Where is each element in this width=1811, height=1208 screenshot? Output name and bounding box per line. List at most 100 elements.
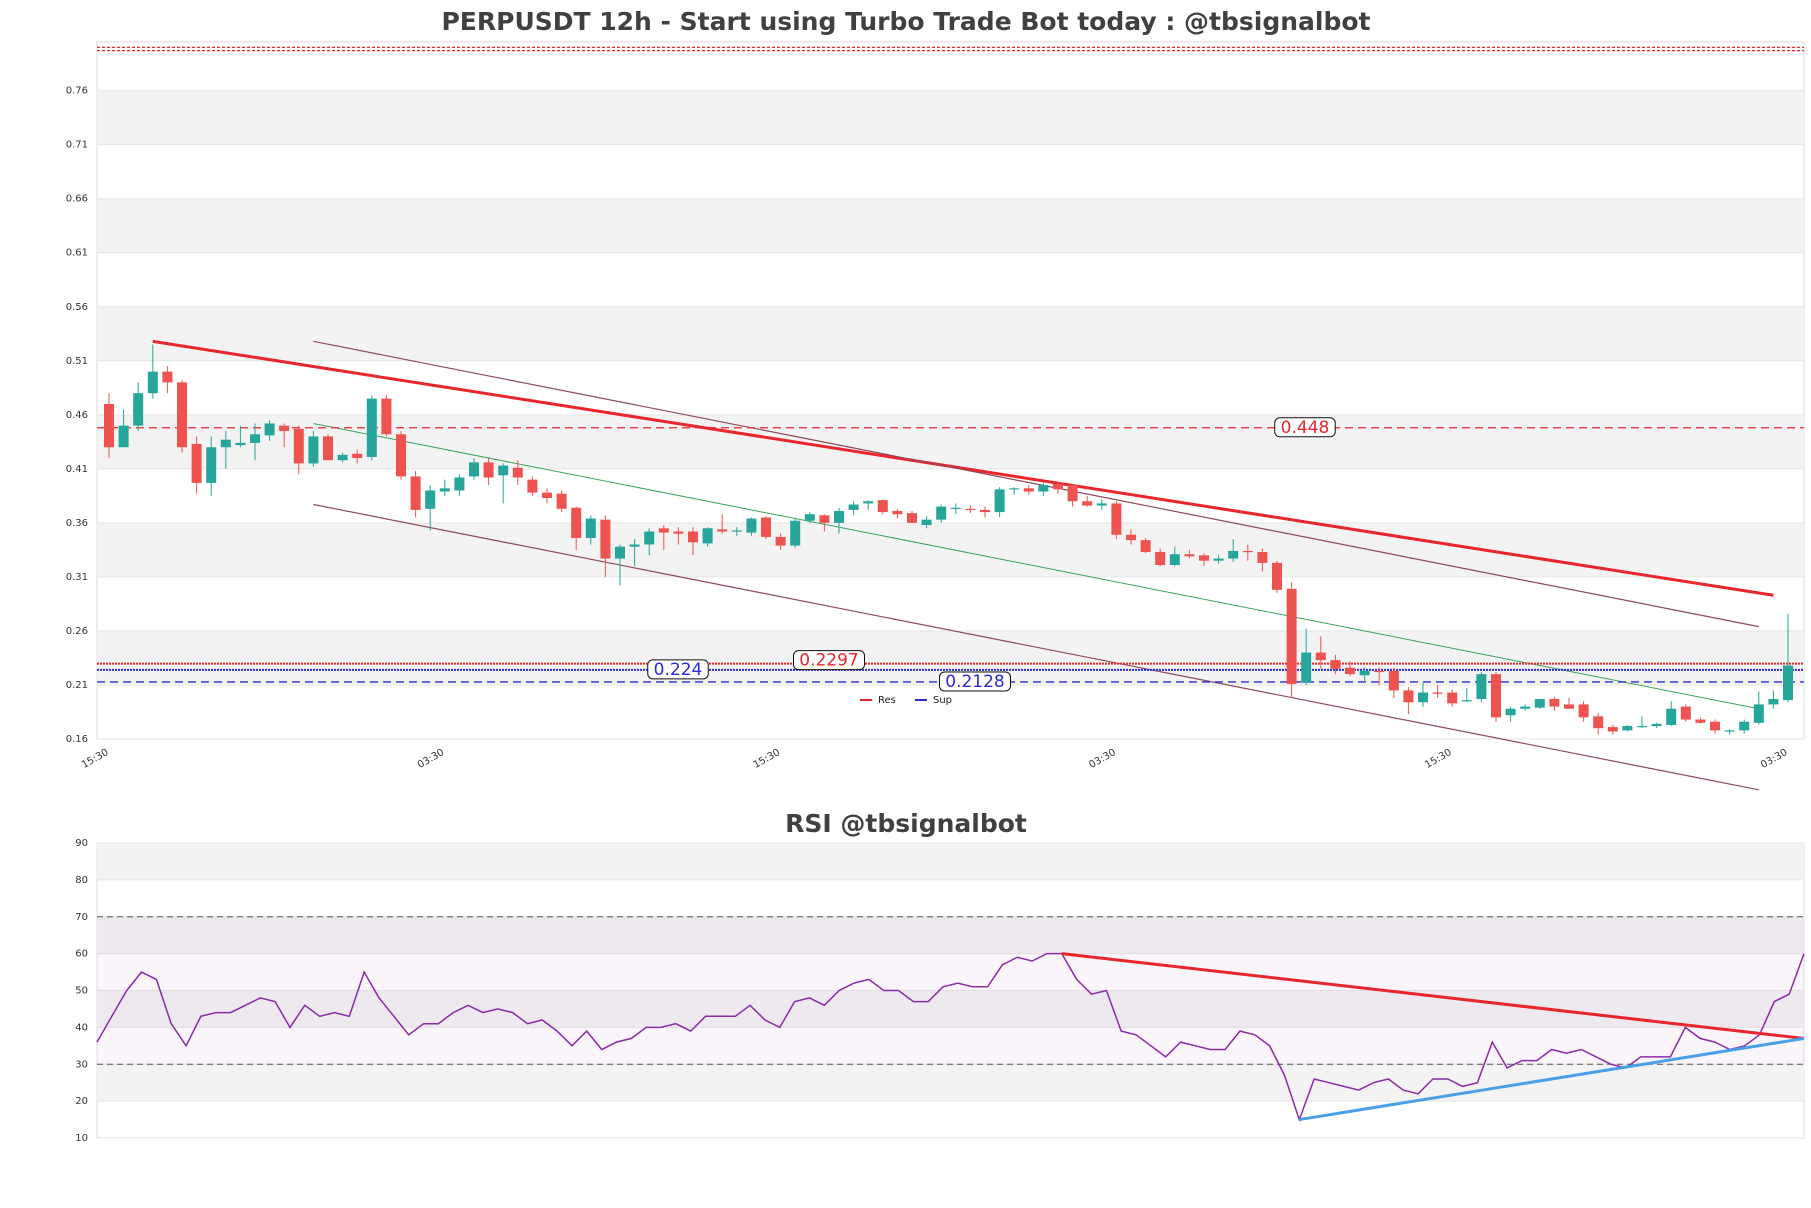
candle-body (293, 428, 304, 464)
price-y-tick-label: 0.51 (66, 356, 88, 367)
price-y-tick-label: 0.66 (66, 194, 88, 205)
candle-body (104, 404, 114, 448)
price-y-tick-label: 0.31 (66, 572, 88, 583)
candle-body (775, 536, 786, 546)
candle-body (483, 462, 494, 478)
candle-body (366, 398, 377, 457)
price-x-tick-label: 15:30 (752, 747, 782, 771)
candle-body (1286, 588, 1297, 684)
level-label-box (939, 671, 1011, 692)
candle-body (1783, 665, 1793, 701)
price-grid-band (97, 306, 1804, 361)
price-trendline-resistance (152, 339, 1774, 597)
candle-body (279, 425, 290, 432)
candle-body (308, 436, 319, 464)
candle-body (323, 436, 333, 461)
legend-label: Sup (933, 695, 952, 706)
candle-body (1023, 488, 1034, 492)
candle-body (790, 520, 801, 546)
candle-body (1549, 699, 1560, 707)
price-y-tick-label: 0.61 (66, 248, 88, 259)
candle-body (936, 506, 947, 520)
price-trendline-channel (313, 503, 1759, 791)
candle-body (1520, 706, 1531, 709)
candle-body (907, 513, 917, 523)
candle-body (1432, 692, 1443, 694)
candle-body (877, 500, 888, 513)
candle-body (1564, 704, 1574, 709)
candle-body (250, 434, 260, 443)
candle-body (1593, 716, 1604, 729)
level-label-box (793, 650, 865, 671)
candle-body (980, 509, 990, 513)
candle-body (1505, 708, 1516, 716)
price-y-tick-label: 0.16 (66, 734, 88, 745)
rsi-y-tick-label: 60 (75, 949, 88, 960)
price-y-tick-label: 0.71 (66, 140, 88, 151)
candle-body (1491, 674, 1501, 718)
rsi-trendline-resistance (1061, 952, 1805, 1040)
candle-body (761, 517, 771, 537)
candle-body (133, 393, 144, 426)
candle-body (571, 507, 582, 539)
candle-body (892, 510, 903, 515)
price-chart-title: PERPUSDT 12h - Start using Turbo Trade B… (441, 7, 1370, 36)
candle-body (206, 447, 217, 483)
candle-body (717, 529, 728, 532)
candle-body (1607, 727, 1618, 732)
candle-body (1067, 485, 1078, 502)
candle-body (819, 515, 830, 523)
candle-body (921, 519, 932, 526)
candle-body (1126, 534, 1136, 541)
price-x-tick-label: 15:30 (80, 747, 110, 771)
candle-body (804, 514, 815, 521)
candle-body (1753, 704, 1764, 723)
candle-body (644, 531, 655, 545)
rsi-y-tick-label: 10 (75, 1133, 88, 1144)
candle-body (118, 425, 129, 448)
candle-body (337, 454, 348, 461)
rsi-y-tick-label: 90 (75, 838, 88, 849)
price-panel: 0.16 0.21 0.26 0.31 0.36 0.41 0.46 0.51 0.56 0.61… (66, 41, 1805, 791)
candle-body (1301, 652, 1312, 683)
price-grid-band (97, 198, 1804, 253)
candle-body (863, 501, 874, 504)
candle-body (702, 528, 713, 544)
candle-body (615, 546, 625, 559)
candle-body (688, 531, 698, 543)
candle-body (162, 371, 173, 383)
price-trendline-mid_channel (313, 422, 1759, 710)
candle-body (1403, 690, 1414, 703)
candle-body (746, 518, 757, 533)
candle-body (1111, 503, 1122, 535)
candle-body (1096, 503, 1107, 506)
candle-body (673, 531, 684, 534)
price-plot-area (96, 41, 1805, 740)
level-label-resistance: 0.448 (1281, 418, 1330, 438)
candle-body (352, 453, 363, 459)
candle-body (585, 518, 596, 539)
candle-body (731, 530, 742, 532)
candle-body (1724, 730, 1735, 732)
rsi-y-tick-label: 70 (75, 912, 88, 923)
candle-body (1242, 550, 1253, 553)
candle-body (1038, 485, 1049, 492)
rsi-neutral-zone (97, 916, 1804, 1065)
price-x-tick-label: 03:30 (416, 747, 446, 771)
candle-body (191, 443, 202, 483)
candle-body (1082, 501, 1093, 506)
candle-body (1461, 700, 1472, 702)
candle-body (469, 462, 479, 477)
price-y-tick-label: 0.21 (66, 680, 88, 691)
rsi-grid-band (97, 843, 1804, 880)
rsi-line (96, 952, 1805, 1122)
rsi-grid-band (97, 990, 1804, 1028)
candle-body (512, 467, 523, 478)
candle-body (1651, 723, 1662, 727)
rsi-y-tick-label: 50 (75, 986, 88, 997)
candle-body (439, 488, 450, 492)
candle-body (381, 398, 392, 435)
candle-body (1637, 726, 1647, 728)
candle-body (1388, 670, 1399, 691)
candle-body (498, 465, 509, 476)
